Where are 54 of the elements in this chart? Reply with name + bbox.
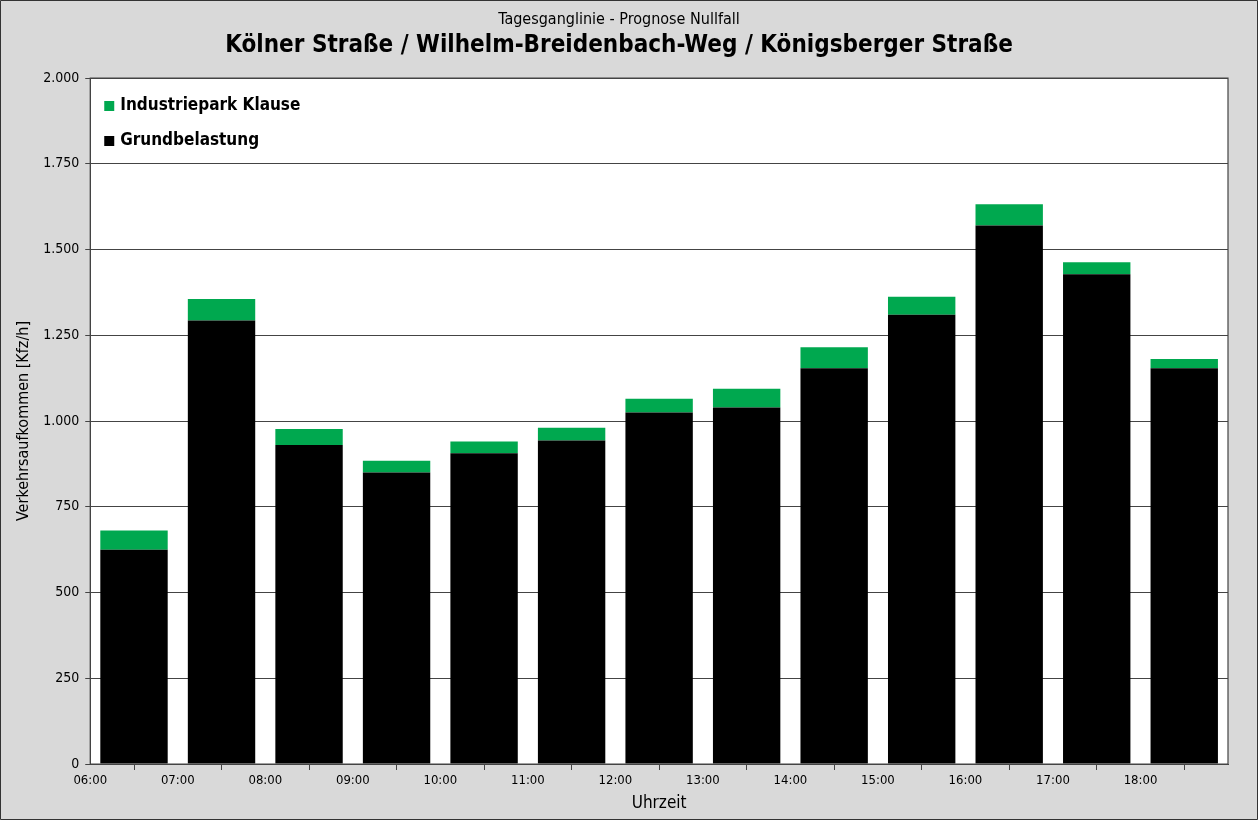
bar bbox=[712, 407, 781, 764]
x-tick-label: 15:00 bbox=[861, 772, 895, 788]
bar bbox=[362, 472, 431, 764]
x-tick-label: 07:00 bbox=[160, 772, 195, 788]
bar bbox=[450, 453, 518, 764]
x-tick-label: 06:00 bbox=[73, 772, 108, 788]
bar bbox=[887, 296, 956, 315]
x-tick-label: 16:00 bbox=[948, 772, 983, 788]
bar bbox=[975, 204, 1043, 226]
x-tick-label: 18:00 bbox=[1123, 772, 1158, 788]
chart-title: Kölner Straße / Wilhelm-Breidenbach-Weg / Königsberger Straße bbox=[225, 29, 1013, 58]
bar bbox=[537, 440, 606, 764]
bar bbox=[362, 460, 431, 473]
bar bbox=[187, 320, 256, 764]
chart-subtitle: Tagesganglinie - Prognose Nullfall bbox=[497, 8, 740, 28]
bar bbox=[712, 388, 781, 408]
y-tick-label: 500 bbox=[55, 583, 80, 600]
legend-label: Industriepark Klause bbox=[120, 94, 301, 115]
x-tick-label: 10:00 bbox=[423, 772, 458, 788]
legend-label: Grundbelastung bbox=[120, 129, 260, 150]
bar bbox=[100, 530, 168, 550]
bar bbox=[450, 441, 518, 454]
y-tick-label: 0 bbox=[71, 754, 80, 771]
x-tick-label: 11:00 bbox=[510, 772, 545, 788]
bar bbox=[1063, 262, 1131, 275]
x-tick-label: 08:00 bbox=[248, 772, 283, 788]
bar bbox=[1150, 358, 1218, 369]
x-tick-label: 14:00 bbox=[773, 772, 808, 788]
bar bbox=[1150, 368, 1218, 764]
x-axis-title: Uhrzeit bbox=[631, 792, 687, 813]
bar bbox=[537, 427, 606, 441]
bar bbox=[800, 347, 868, 369]
y-tick-label: 1.000 bbox=[43, 411, 80, 428]
y-tick-label: 1.750 bbox=[43, 154, 80, 171]
y-tick-label: 250 bbox=[55, 668, 80, 685]
bar bbox=[187, 298, 256, 321]
y-axis-title: Verkehrsaufkommen [Kfz/h] bbox=[12, 321, 32, 521]
x-tick-label: 09:00 bbox=[335, 772, 370, 788]
x-tick-label: 12:00 bbox=[598, 772, 633, 788]
x-tick-label: 17:00 bbox=[1036, 772, 1070, 788]
y-tick-label: 1.500 bbox=[43, 240, 80, 257]
bar bbox=[625, 412, 693, 764]
bar bbox=[975, 225, 1043, 764]
bar bbox=[887, 314, 956, 764]
y-tick-label: 750 bbox=[55, 497, 80, 514]
bar bbox=[625, 398, 693, 413]
bar bbox=[100, 549, 168, 764]
bar bbox=[275, 445, 343, 764]
y-tick-label: 1.250 bbox=[43, 325, 80, 342]
bar bbox=[1063, 274, 1131, 764]
bar bbox=[275, 428, 343, 446]
y-tick-label: 2.000 bbox=[43, 68, 80, 85]
bar bbox=[800, 368, 868, 764]
x-tick-label: 13:00 bbox=[686, 772, 720, 788]
